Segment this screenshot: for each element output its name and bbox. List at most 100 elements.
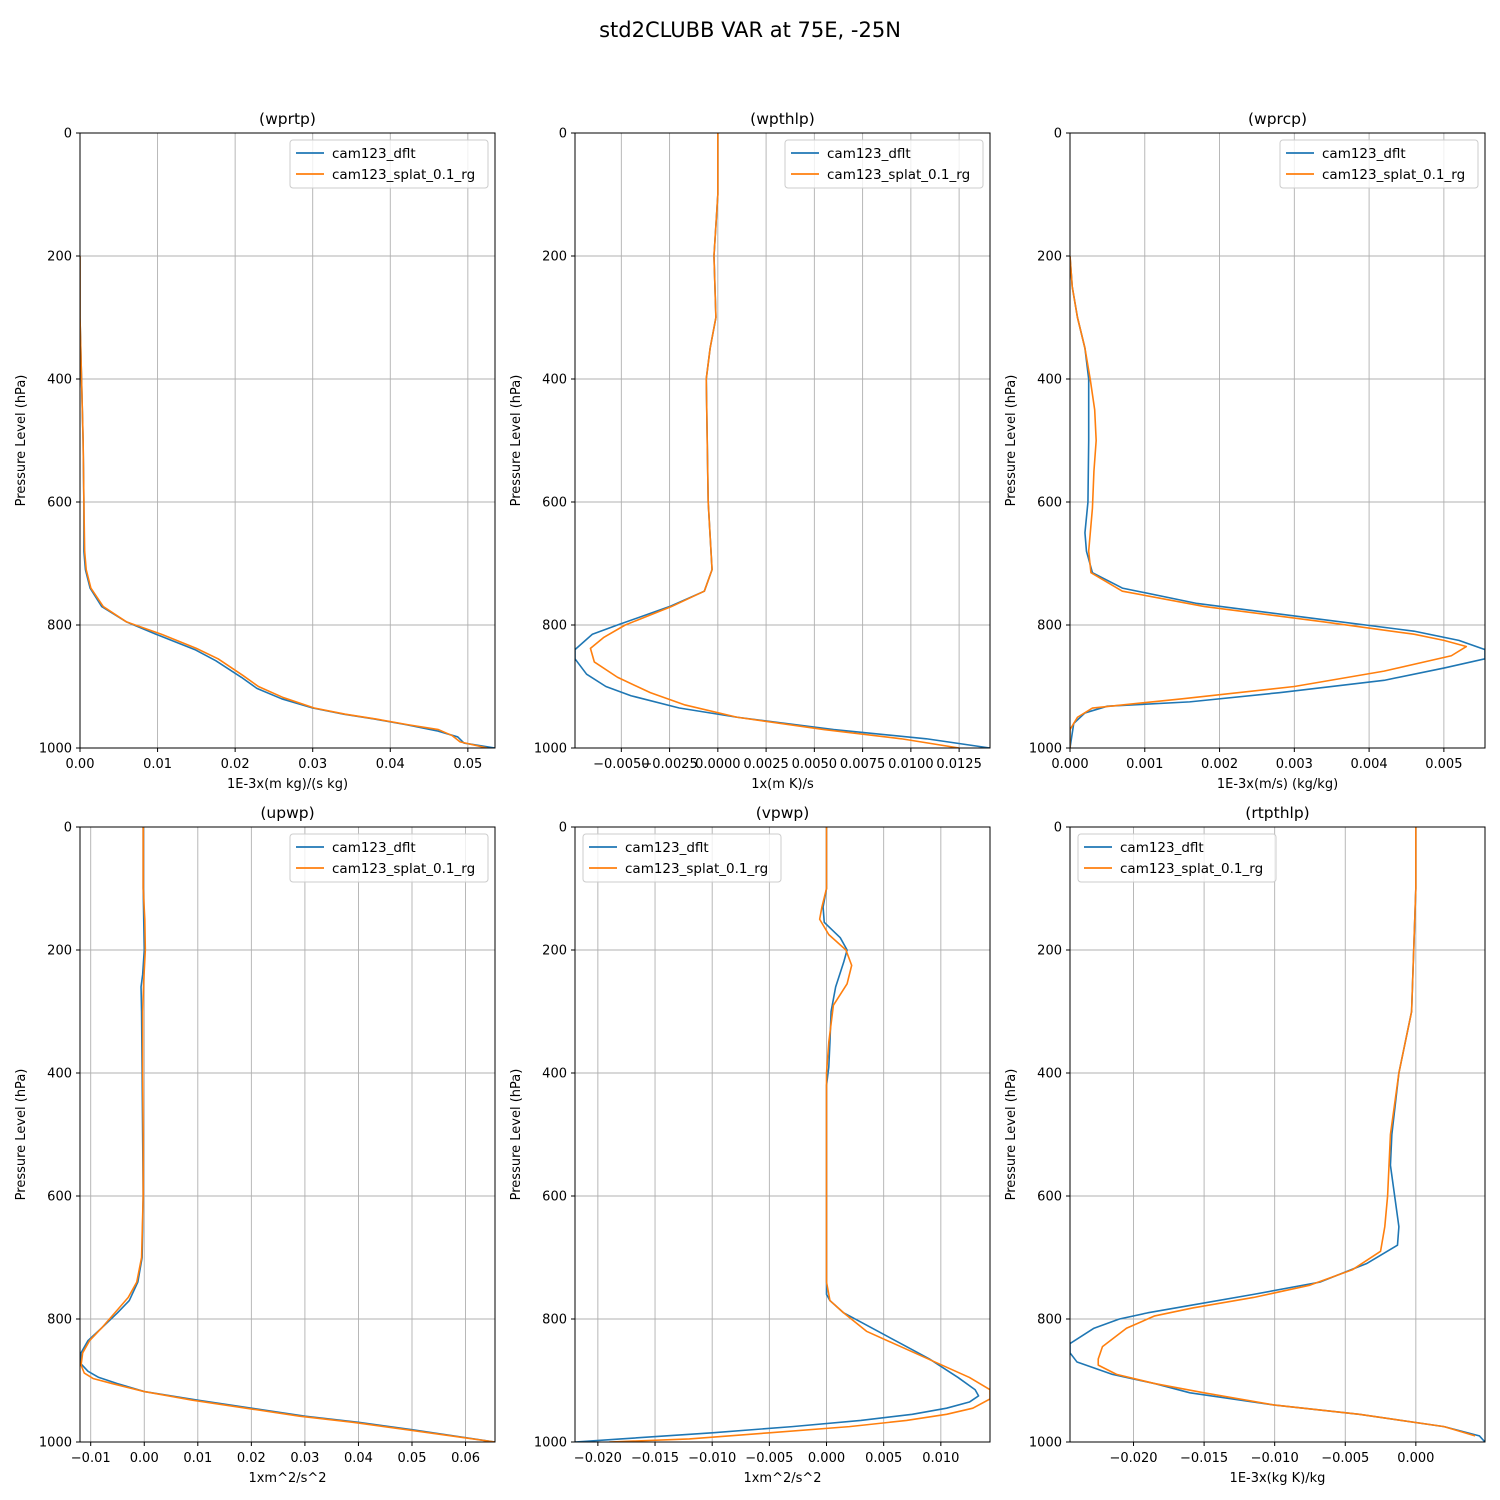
series-group — [80, 827, 495, 1442]
y-tick-label: 200 — [542, 250, 567, 265]
legend-label-cam123-splat-0-1-rg: cam123_splat_0.1_rg — [827, 167, 970, 183]
y-tick-label: 600 — [1037, 496, 1062, 511]
plot-frame — [574, 826, 991, 1443]
y-tick-label: 400 — [542, 373, 567, 388]
y-tick-label: 600 — [1037, 1190, 1062, 1205]
legend-label-cam123-dflt: cam123_dflt — [827, 146, 911, 162]
legend-box — [1279, 139, 1479, 189]
x-tick-label: 0.00 — [66, 757, 95, 772]
y-tick-label: 800 — [1037, 619, 1062, 634]
legend-label-cam123-dflt: cam123_dflt — [1322, 146, 1406, 162]
x-tick-label: −0.0050 — [593, 757, 649, 772]
legend-box — [1077, 833, 1277, 883]
subplot-upwp: −0.01 0.00 0.01 0.02 0.03 0.04 0.05 0.06 0 200 400… — [14, 804, 496, 1486]
y-tick-label: 0 — [1054, 821, 1062, 836]
x-tick-label: −0.015 — [1180, 1451, 1228, 1466]
legend-label-cam123-dflt: cam123_dflt — [1120, 840, 1204, 856]
y-tick-label: 0 — [1054, 127, 1062, 142]
x-tick-label: 0.05 — [453, 757, 482, 772]
x-tick-label: 0.03 — [298, 757, 327, 772]
subplot-title: (vpwp) — [756, 804, 810, 822]
x-tick-label: 0.005 — [1425, 757, 1462, 772]
series-line-cam123-splat-0-1-rg — [1097, 827, 1476, 1437]
series-group — [575, 827, 990, 1442]
legend: cam123_dflt cam123_splat_0.1_rg — [1077, 833, 1277, 883]
y-tick-label: 600 — [47, 1190, 72, 1205]
y-tick-label: 1000 — [1029, 1436, 1062, 1451]
legend-label-cam123-splat-0-1-rg: cam123_splat_0.1_rg — [1120, 861, 1263, 877]
y-tick-label: 1000 — [1029, 742, 1062, 757]
x-tick-label: 0.001 — [1126, 757, 1163, 772]
subplot-rtpthlp: −0.020 −0.015 −0.010 −0.005 0.000 0 200 400 600 8… — [1004, 804, 1486, 1486]
series-group — [1070, 827, 1485, 1442]
y-tick-label: 800 — [47, 619, 72, 634]
y-tick-label: 800 — [47, 1313, 72, 1328]
x-tick-label: 0.06 — [451, 1451, 480, 1466]
subplot-title: (rtpthlp) — [1245, 804, 1309, 822]
series-group — [1070, 255, 1485, 748]
y-axis-label: Pressure Level (hPa) — [509, 375, 524, 507]
grid-lines — [1070, 826, 1485, 1443]
x-tick-label: 0.01 — [183, 1451, 212, 1466]
x-tick-label: 0.04 — [344, 1451, 373, 1466]
y-tick-label: 200 — [1037, 250, 1062, 265]
x-tick-label: 0.0025 — [743, 757, 789, 772]
x-axis-label: 1E-3x(m/s) (kg/kg) — [1217, 777, 1338, 792]
x-tick-label: 0.03 — [290, 1451, 319, 1466]
legend: cam123_dflt cam123_splat_0.1_rg — [289, 139, 489, 189]
x-tick-label: 0.0050 — [792, 757, 838, 772]
x-tick-label: −0.005 — [1321, 1451, 1369, 1466]
x-tick-label: 0.010 — [922, 1451, 959, 1466]
y-tick-label: 400 — [47, 1067, 72, 1082]
legend-label-cam123-splat-0-1-rg: cam123_splat_0.1_rg — [332, 167, 475, 183]
series-line-cam123-splat-0-1-rg — [589, 133, 960, 748]
x-tick-label: 0.04 — [376, 757, 405, 772]
grid-lines — [80, 826, 495, 1443]
subplot-title: (wpthlp) — [750, 110, 815, 128]
grid-lines — [79, 132, 495, 749]
y-tick-label: 600 — [47, 496, 72, 511]
x-axis-label: 1xm^2/s^2 — [743, 1471, 821, 1486]
x-tick-label: −0.005 — [745, 1451, 793, 1466]
x-tick-label: 0.000 — [1397, 1451, 1434, 1466]
series-line-cam123-dflt — [575, 827, 980, 1442]
y-tick-label: 1000 — [534, 1436, 567, 1451]
x-tick-label: 0.0100 — [888, 757, 934, 772]
x-tick-label: 0.0075 — [840, 757, 886, 772]
subplot-title: (wprtp) — [259, 110, 316, 128]
legend-label-cam123-dflt: cam123_dflt — [332, 840, 416, 856]
y-axis-label: Pressure Level (hPa) — [14, 375, 29, 507]
x-tick-label: 0.02 — [237, 1451, 266, 1466]
x-axis-label: 1xm^2/s^2 — [248, 1471, 326, 1486]
subplot-title: (upwp) — [260, 804, 314, 822]
x-tick-label: 0.0125 — [936, 757, 982, 772]
y-axis-label: Pressure Level (hPa) — [1004, 1069, 1019, 1201]
y-tick-label: 400 — [47, 373, 72, 388]
y-tick-label: 600 — [542, 1190, 567, 1205]
y-tick-label: 400 — [1037, 373, 1062, 388]
series-line-cam123-splat-0-1-rg — [80, 256, 488, 748]
plot-frame — [1069, 132, 1486, 749]
plot-frame — [574, 132, 991, 749]
figure-title: std2CLUBB VAR at 75E, -25N — [599, 18, 901, 42]
x-tick-label: −0.015 — [631, 1451, 679, 1466]
y-tick-label: 400 — [542, 1067, 567, 1082]
subplot-wprcp: 0.000 0.001 0.002 0.003 0.004 0.005 0 200 400 600… — [1004, 110, 1486, 792]
x-axis-label: 1E-3x(m kg)/(s kg) — [227, 777, 348, 792]
legend-label-cam123-dflt: cam123_dflt — [332, 146, 416, 162]
y-tick-label: 800 — [542, 1313, 567, 1328]
x-tick-label: 0.01 — [143, 757, 172, 772]
legend-label-cam123-dflt: cam123_dflt — [625, 840, 709, 856]
legend-box — [784, 139, 984, 189]
y-axis-label: Pressure Level (hPa) — [509, 1069, 524, 1201]
y-tick-label: 200 — [47, 250, 72, 265]
series-line-cam123-splat-0-1-rg — [609, 827, 990, 1442]
legend-label-cam123-splat-0-1-rg: cam123_splat_0.1_rg — [1322, 167, 1465, 183]
y-axis-label: Pressure Level (hPa) — [1004, 375, 1019, 507]
y-tick-label: 0 — [559, 821, 567, 836]
y-tick-label: 200 — [542, 944, 567, 959]
y-tick-label: 0 — [559, 127, 567, 142]
